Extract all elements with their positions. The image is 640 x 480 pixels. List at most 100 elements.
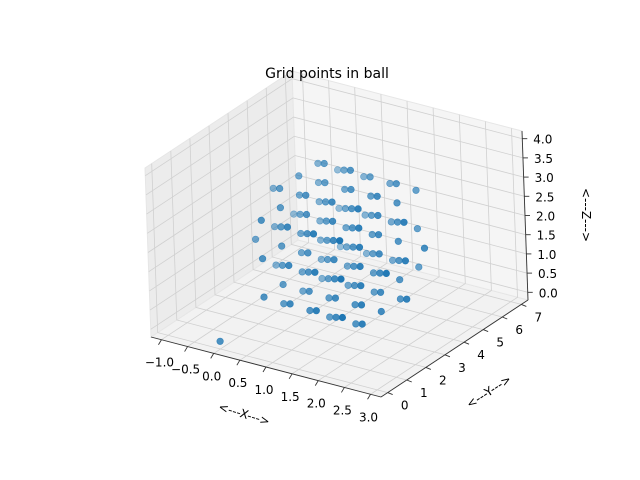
scatter-point [269,184,277,192]
scatter-point [343,262,352,270]
x-tick-mark [210,353,215,359]
x-tick-mark [314,380,319,386]
scatter-point [297,249,306,257]
scatter-point [367,211,376,219]
y-grid-line [208,125,446,356]
scatter-point [394,218,402,226]
scatter-point [341,185,349,193]
scatter-point [393,199,401,207]
scatter-point [349,243,357,251]
y-axis-label: <---Y---> [464,372,514,411]
scatter-point [420,244,429,252]
scatter-point [374,211,382,220]
x-tick-label: 3.0 [359,410,378,424]
scatter-point [298,268,306,276]
scatter-point [344,281,352,289]
z-grid-line [147,135,525,234]
scatter-point [305,287,313,295]
scatter-point [413,225,422,233]
scatter-point [276,184,284,193]
scatter-point [376,269,384,277]
y-tick-mark [521,303,527,307]
scatter-point [304,249,312,257]
scatter-point [342,224,350,232]
x-grid-line [318,114,466,381]
scatter-points [216,159,429,345]
x-tick-label: 1.0 [254,383,273,397]
scatter-point [324,255,332,264]
scatter-point [276,204,285,212]
x-grid-line [187,80,336,347]
tick-labels: −1.0−0.5 0.0 0.5 1.0 1.5 2.0 2.5 3.0012345670.0… [145,133,558,425]
scatter-point [331,275,339,283]
z-tick-label: 1.0 [537,248,556,262]
y-grid-line [284,75,522,305]
scatter-point [302,210,311,219]
scatter-point [302,191,310,199]
x-tick-mark [341,387,345,393]
y-tick-label: 6 [515,323,523,337]
scatter-point [382,269,390,278]
scatter-point [326,313,334,321]
x-tick-label: 2.0 [307,397,326,411]
z-grid-line [145,78,523,177]
scatter-point [216,337,224,345]
scatter-point [373,192,381,200]
x-tick-mark [288,373,293,380]
z-tick-label: 0.5 [538,267,557,281]
scatter-point [401,257,410,265]
scatter-point [277,223,285,231]
scatter-point [352,320,360,328]
scatter-point [395,256,403,265]
scatter-point [330,256,338,264]
scatter-point [259,255,267,263]
z-grid-line [147,155,526,253]
scatter-point [374,231,383,239]
scatter-point [312,307,320,315]
x-tick-mark [262,366,267,373]
scatter-point [369,269,378,277]
z-tick-label: 0.0 [539,286,558,300]
x-grid-line [370,128,518,395]
scatter-point [260,293,268,301]
scatter-point [343,243,351,251]
y-grid-line [189,138,427,368]
scatter-point [377,307,385,316]
scatter-point [315,198,323,206]
scatter-point [357,301,366,309]
scatter-point [311,268,319,276]
scatter-point [318,274,326,283]
scatter-point [348,224,357,232]
y-grid-line [265,87,503,318]
y-tick-label: 5 [496,336,504,350]
chart-title: Grid points in ball [265,66,389,82]
scatter-point [337,275,345,283]
y-tick-label: 0 [401,399,409,413]
scatter-point [351,301,359,309]
x-tick-mark [236,359,241,366]
y-grid-line [151,163,388,393]
scatter-point [360,173,368,181]
scatter-point [396,295,405,303]
scatter-point [346,166,355,174]
scatter-point [412,186,420,194]
x-grid-line [161,73,309,341]
scatter-point [290,210,298,218]
x-tick-mark [367,394,371,400]
scatter-point [332,313,340,321]
scatter-point [285,261,293,270]
scatter-point [321,179,329,187]
scatter-point [299,287,307,295]
scatter-point [314,178,323,187]
scatter-point [400,218,408,226]
scatter-point [329,217,337,225]
y-tick-mark [444,354,451,358]
scatter-point [361,211,369,219]
z-tick-label: 2.5 [535,190,554,204]
scatter-point [350,281,359,290]
z-tick-label: 1.5 [537,229,556,243]
scatter-point [286,300,294,308]
scatter-point [295,191,304,199]
scatter-point [257,216,265,224]
x-grid-line [265,100,414,368]
